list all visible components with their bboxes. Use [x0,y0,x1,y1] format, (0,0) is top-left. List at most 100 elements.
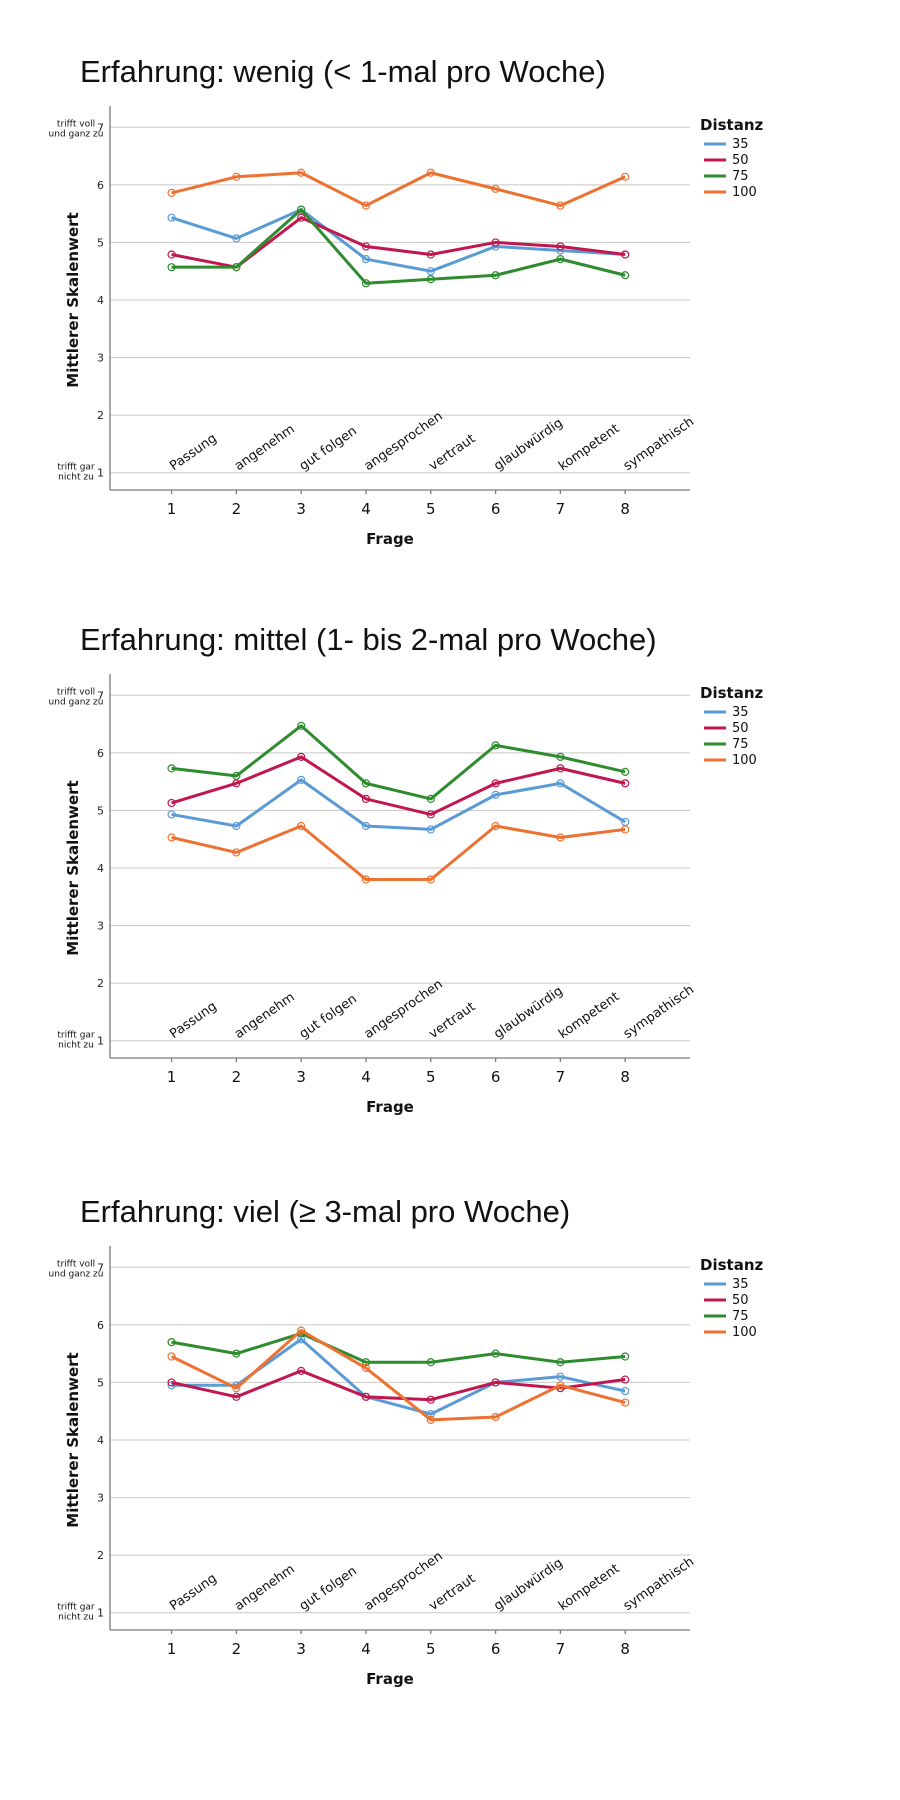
y-tick-label: 7 [97,1261,104,1274]
data-point [556,242,565,251]
y-tick-label: 3 [97,1492,104,1505]
data-point [621,779,630,788]
data-point [232,1384,241,1393]
data-point [232,234,241,243]
series-line-75 [171,208,626,285]
data-point [621,271,630,280]
y-tick-label: 3 [97,352,104,365]
x-tick-label: 3 [296,1068,306,1086]
data-point [297,1366,306,1376]
y-tick-label: 3 [97,920,104,933]
x-axis-label: Frage [366,1098,414,1116]
chart-title: Erfahrung: wenig (< 1-mal pro Woche) [80,54,606,89]
data-point [232,848,241,857]
y-tick-label: 6 [97,179,104,192]
legend-label: 35 [732,705,749,720]
y-tick-label: 4 [97,294,104,307]
x-tick-label: 7 [556,1640,566,1658]
data-point [361,255,371,264]
series-line-50 [171,755,626,816]
category-label: glaubwürdig [491,984,565,1042]
x-tick-label: 6 [491,1640,501,1658]
series-line-35 [171,208,626,273]
data-point [491,271,500,280]
x-tick-label: 5 [426,1068,436,1086]
data-point [621,1375,630,1384]
legend-label: 75 [732,737,749,752]
y-tick-label: 7 [97,689,104,702]
data-point [167,213,176,222]
legend-title: Distanz [700,116,763,134]
data-point [491,821,500,831]
chart-title: Erfahrung: mittel (1- bis 2-mal pro Woch… [80,622,657,657]
y-bottom-anchor-line: nicht zu [58,473,94,483]
y-top-anchor-line: und ganz zu [49,1269,104,1279]
data-point [426,825,435,834]
data-point [167,798,176,808]
chart-panel-mittel: Erfahrung: mittel (1- bis 2-mal pro Woch… [0,568,900,1128]
data-point [556,752,565,761]
x-tick-label: 2 [232,500,242,518]
data-point [361,242,371,251]
data-point [232,1349,241,1358]
x-tick-label: 4 [361,500,371,518]
data-point [167,764,176,773]
category-label: vertraut [426,431,478,474]
data-point [232,821,241,831]
category-label: vertraut [426,999,478,1042]
series-line-100 [171,824,626,882]
data-point [167,1381,176,1390]
y-top-anchor-line: trifft voll [57,1259,95,1269]
data-point [167,1338,176,1347]
y-tick-label: 5 [97,236,104,249]
y-tick-label: 1 [97,1035,104,1048]
data-point [297,821,306,831]
legend-label: 75 [732,1309,749,1324]
category-label: vertraut [426,1571,478,1614]
data-point [556,764,565,773]
legend-label: 50 [732,721,749,736]
y-tick-label: 1 [97,1607,104,1620]
series-line-50 [171,1369,626,1402]
data-point [621,172,630,181]
data-point [556,1372,565,1381]
y-bottom-anchor: trifft gar nicht zu [57,463,95,483]
x-tick-label: 1 [167,1068,177,1086]
line-chart: Erfahrung: mittel (1- bis 2-mal pro Woch… [49,622,764,1116]
data-point [361,1363,371,1373]
y-top-anchor-line: trifft voll [57,119,95,129]
x-tick-label: 2 [232,1640,242,1658]
y-tick-label: 2 [97,409,104,422]
x-axis-label: Frage [366,530,414,548]
data-point [491,184,500,193]
data-point [361,821,371,831]
data-point [491,779,500,788]
data-point [297,1335,306,1344]
y-bottom-anchor-line: trifft gar [57,463,95,473]
legend-title: Distanz [700,684,763,702]
data-point [491,790,500,799]
data-point [167,250,176,259]
chart-panel-wenig: Erfahrung: wenig (< 1-mal pro Woche) 1 2 3 4… [0,0,900,560]
data-point [491,741,500,750]
data-point [167,1352,176,1361]
x-tick-label: 3 [296,1640,306,1658]
data-point [297,1326,306,1335]
y-bottom-anchor: trifft gar nicht zu [57,1603,95,1623]
data-point [232,771,241,780]
data-point [491,1412,500,1422]
data-point [556,255,565,264]
data-point [361,279,371,288]
y-top-anchor: trifft voll und ganz zu [49,119,104,139]
data-point [361,875,371,884]
data-point [426,810,435,819]
data-point [361,794,371,804]
legend-label: 50 [732,153,749,168]
x-tick-label: 7 [556,500,566,518]
x-tick-label: 5 [426,500,436,518]
data-point [167,1378,176,1387]
y-bottom-anchor: trifft gar nicht zu [57,1031,95,1051]
data-point [297,752,306,761]
x-tick-label: 6 [491,500,501,518]
series-line-75 [171,724,626,801]
